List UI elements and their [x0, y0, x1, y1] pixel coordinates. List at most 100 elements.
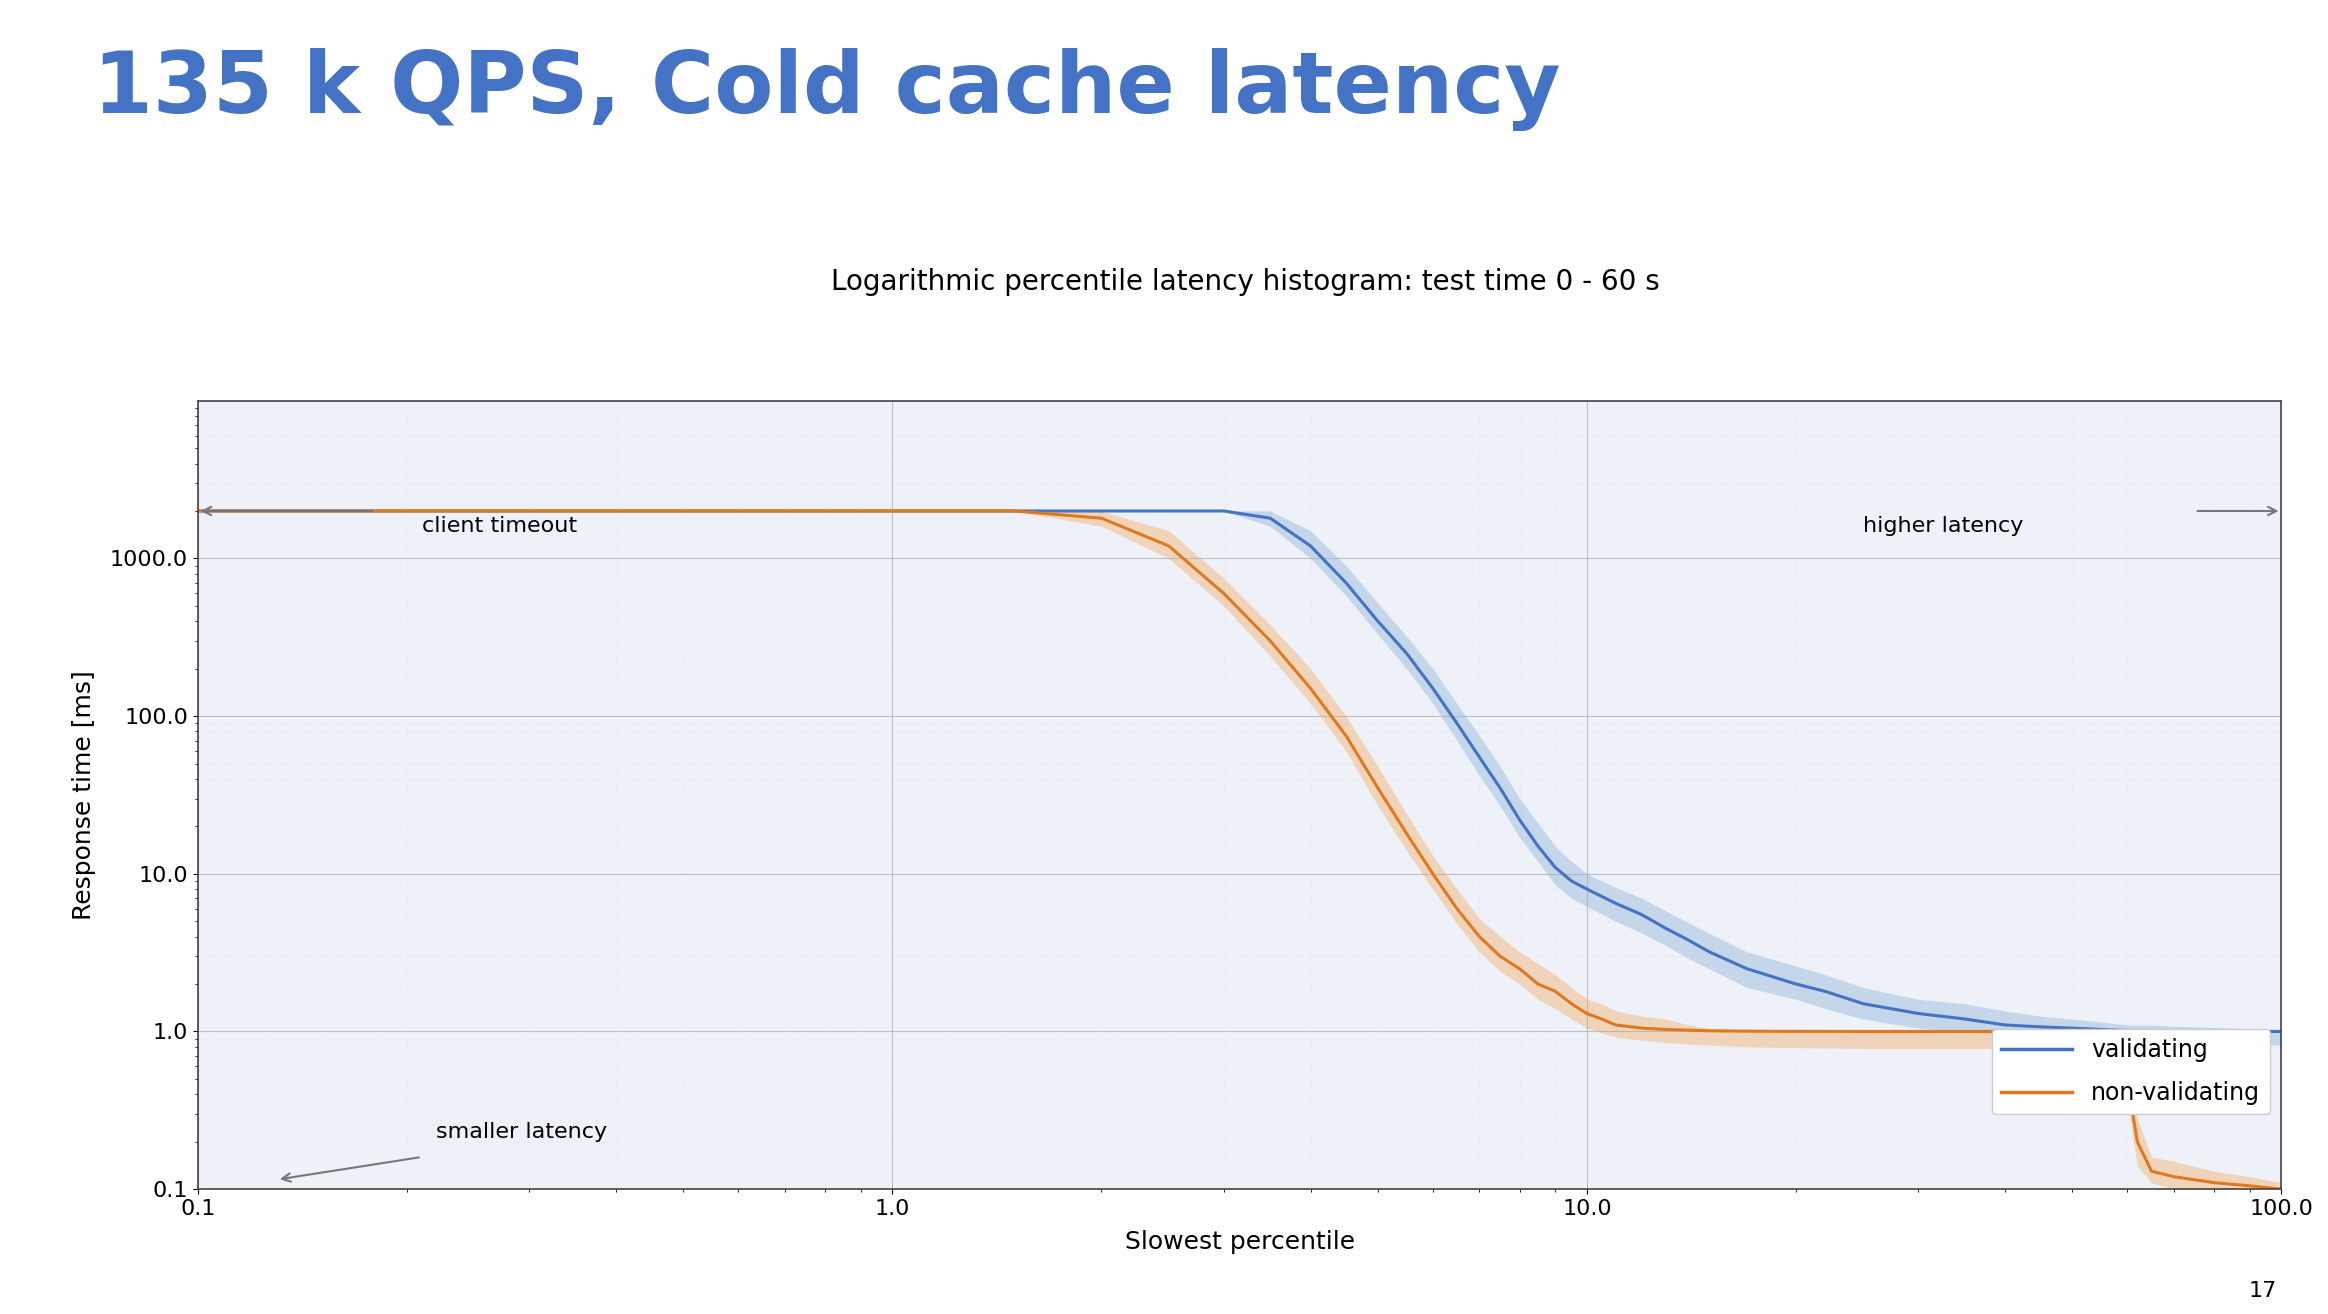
- non-validating: [2058, 1024, 2086, 1039]
- non-validating: [2123, 1134, 2151, 1150]
- validating: [1297, 537, 1325, 553]
- validating: [1525, 838, 1553, 854]
- non-validating: [1001, 503, 1029, 519]
- non-validating: [1990, 1024, 2018, 1039]
- non-validating: [1525, 976, 1553, 992]
- non-validating: [1087, 510, 1115, 526]
- validating: [670, 503, 698, 519]
- validating: [1674, 932, 1702, 947]
- validating: [1602, 895, 1630, 911]
- validating: [1990, 1017, 2018, 1033]
- validating: [1781, 976, 1809, 992]
- Text: smaller latency: smaller latency: [435, 1122, 608, 1142]
- non-validating: [1364, 781, 1392, 796]
- non-validating: [2235, 1177, 2263, 1193]
- validating: [1155, 503, 1183, 519]
- validating: [1418, 681, 1446, 696]
- validating: [1485, 781, 1513, 796]
- non-validating: [1695, 1022, 1723, 1038]
- non-validating: [1506, 961, 1534, 976]
- Legend: validating, non-validating: validating, non-validating: [1993, 1029, 2270, 1114]
- Line: validating: validating: [198, 511, 2281, 1031]
- validating: [2058, 1020, 2086, 1035]
- non-validating: [1574, 1005, 1602, 1021]
- non-validating: [2098, 1024, 2125, 1039]
- non-validating: [1904, 1024, 1932, 1039]
- Text: Logarithmic percentile latency histogram: test time 0 - 60 s: Logarithmic percentile latency histogram…: [831, 268, 1660, 296]
- non-validating: [1732, 1024, 1760, 1039]
- validating: [1443, 715, 1471, 731]
- non-validating: [1588, 1010, 1616, 1026]
- validating: [1257, 510, 1285, 526]
- Y-axis label: Response time [ms]: Response time [ms]: [72, 670, 95, 920]
- non-validating: [1781, 1024, 1809, 1039]
- non-validating: [1257, 633, 1285, 649]
- validating: [184, 503, 212, 519]
- validating: [1574, 882, 1602, 897]
- non-validating: [1155, 537, 1183, 553]
- validating: [1541, 859, 1569, 875]
- non-validating: [878, 503, 906, 519]
- non-validating: [2267, 1181, 2295, 1197]
- validating: [2267, 1024, 2295, 1039]
- non-validating: [393, 503, 421, 519]
- non-validating: [1443, 901, 1471, 917]
- validating: [2102, 1022, 2130, 1038]
- validating: [1904, 1005, 1932, 1021]
- validating: [1811, 983, 1839, 999]
- non-validating: [1297, 681, 1325, 696]
- validating: [1392, 645, 1420, 661]
- validating: [393, 503, 421, 519]
- validating: [1364, 614, 1392, 629]
- validating: [1332, 576, 1360, 591]
- validating: [1653, 921, 1681, 937]
- validating: [1464, 749, 1492, 765]
- non-validating: [1485, 949, 1513, 964]
- X-axis label: Slowest percentile: Slowest percentile: [1124, 1230, 1355, 1254]
- non-validating: [1653, 1021, 1681, 1037]
- validating: [2200, 1024, 2228, 1039]
- Text: higher latency: higher latency: [1862, 516, 2023, 536]
- non-validating: [1418, 866, 1446, 882]
- non-validating: [2114, 1071, 2142, 1087]
- non-validating: [2102, 1024, 2130, 1039]
- Text: 17: 17: [2249, 1281, 2277, 1301]
- non-validating: [1602, 1017, 1630, 1033]
- non-validating: [1674, 1022, 1702, 1038]
- non-validating: [2109, 1030, 2137, 1046]
- non-validating: [1332, 728, 1360, 744]
- validating: [1951, 1010, 1979, 1026]
- validating: [1695, 943, 1723, 959]
- non-validating: [1627, 1020, 1655, 1035]
- non-validating: [670, 503, 698, 519]
- validating: [878, 503, 906, 519]
- non-validating: [2088, 1024, 2116, 1039]
- Text: client timeout: client timeout: [421, 516, 577, 536]
- Text: 135 k QPS, Cold cache latency: 135 k QPS, Cold cache latency: [93, 49, 1560, 131]
- validating: [2028, 1018, 2056, 1034]
- non-validating: [1464, 929, 1492, 945]
- validating: [1732, 961, 1760, 976]
- validating: [1627, 907, 1655, 922]
- validating: [2088, 1021, 2116, 1037]
- non-validating: [2137, 1163, 2165, 1179]
- non-validating: [1392, 825, 1420, 841]
- Line: non-validating: non-validating: [198, 511, 2281, 1189]
- validating: [1848, 996, 1876, 1012]
- validating: [1211, 503, 1238, 519]
- validating: [1506, 812, 1534, 828]
- validating: [1557, 872, 1585, 888]
- validating: [2251, 1024, 2279, 1039]
- validating: [2160, 1024, 2188, 1039]
- validating: [2114, 1022, 2142, 1038]
- validating: [1087, 503, 1115, 519]
- non-validating: [1848, 1024, 1876, 1039]
- non-validating: [2160, 1168, 2188, 1184]
- validating: [2235, 1024, 2263, 1039]
- non-validating: [1211, 586, 1238, 602]
- non-validating: [2200, 1175, 2228, 1190]
- non-validating: [1541, 983, 1569, 999]
- non-validating: [184, 503, 212, 519]
- non-validating: [1557, 996, 1585, 1012]
- validating: [1001, 503, 1029, 519]
